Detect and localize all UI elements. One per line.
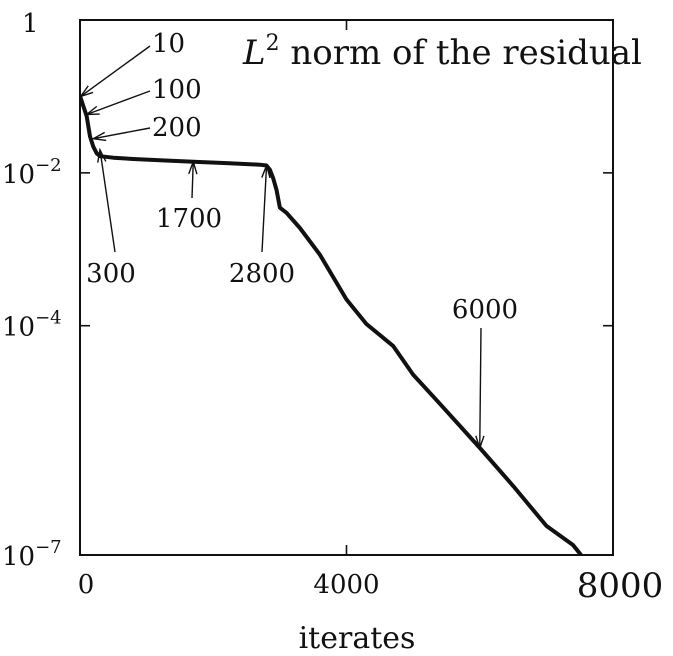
x-tick-label: 0 (78, 570, 95, 600)
annotation-arrowhead (91, 131, 107, 142)
y-tick-label: 10−2 (2, 155, 62, 190)
annotation-arrow (86, 90, 151, 116)
axis-ticks (79, 20, 614, 555)
annotation-label: 10 (152, 29, 185, 59)
series-line (80, 94, 583, 555)
annotation-arrow (479, 327, 482, 449)
axis-tick-labels: 0 4000 8000 1 10−2 10−4 10−7 (2, 9, 663, 606)
y-tick-label: 10−4 (2, 308, 62, 343)
annotation-label: 200 (152, 113, 202, 143)
annotation-label: 100 (152, 75, 202, 105)
annotation-arrow (99, 149, 116, 253)
y-tick-label: 10−7 (2, 537, 62, 572)
title-superscript: 2 (266, 31, 280, 56)
annotation-label: 1700 (156, 204, 222, 234)
annotation-arrowhead (188, 159, 198, 175)
annotation-arrow (93, 127, 151, 140)
annotation-arrow (191, 161, 194, 199)
annotation-arrowhead (475, 435, 485, 451)
annotation-arrow (261, 165, 268, 253)
annotation-arrowhead (78, 85, 94, 98)
annotation-arrowhead (84, 105, 100, 116)
annotation-label: 300 (86, 259, 136, 289)
title-variable: L (242, 33, 266, 73)
x-tick-label: 4000 (313, 570, 379, 600)
annotation-arrow (80, 45, 151, 97)
annotation-arrowhead (97, 147, 107, 163)
annotation-arrowhead (261, 163, 271, 179)
y-tick-label: 1 (22, 9, 39, 39)
x-axis-label: iterates (299, 621, 416, 656)
annotation-label: 6000 (452, 295, 518, 325)
annotation-label: 2800 (229, 259, 295, 289)
title-text: norm of the residual (280, 33, 642, 73)
chart-title: L2 norm of the residual (242, 31, 642, 73)
x-tick-label: 8000 (577, 566, 664, 606)
